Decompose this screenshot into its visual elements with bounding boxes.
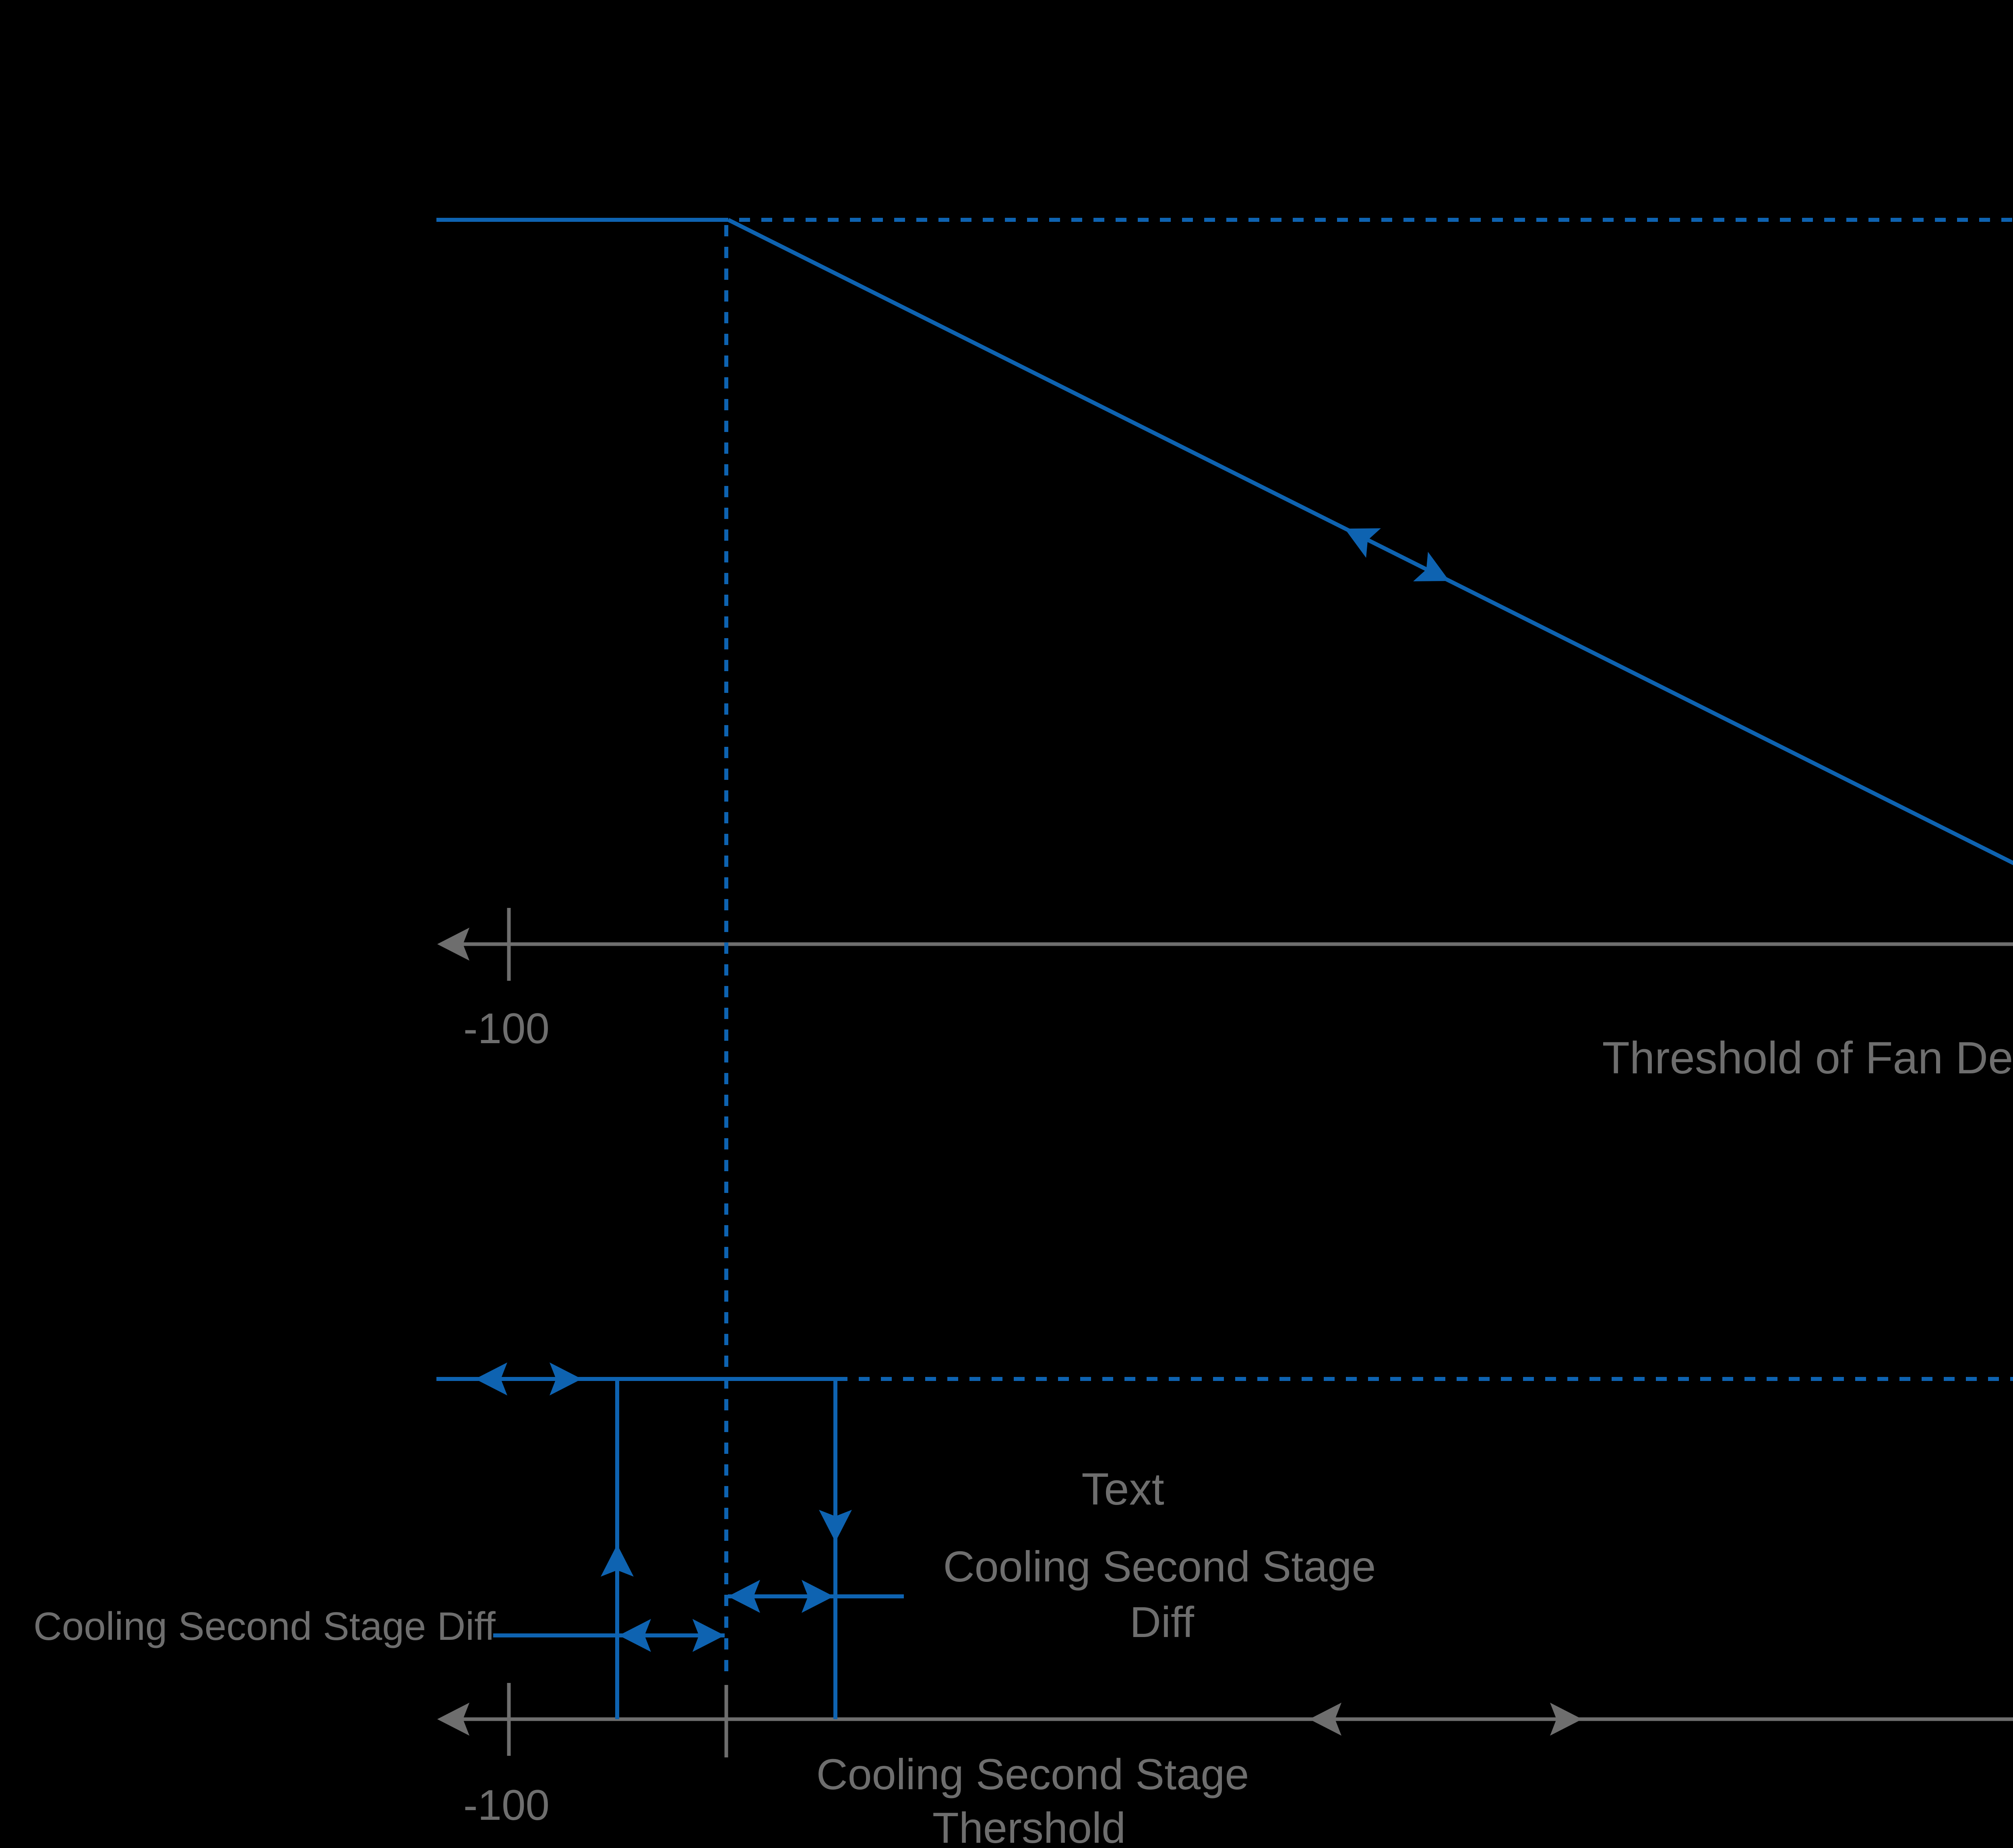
svg-text:Cooling Second Stage: Cooling Second Stage [816,1750,1249,1798]
svg-text:-100: -100 [463,1004,550,1052]
svg-text:Text: Text [1081,1464,1164,1514]
svg-text:Threshold of Fan Demand: Threshold of Fan Demand [1602,1033,2013,1083]
svg-text:Thershold: Thershold [932,1803,1126,1848]
svg-text:-100: -100 [463,1781,550,1829]
svg-text:Diff: Diff [1130,1598,1195,1646]
svg-text:Cooling Second Stage: Cooling Second Stage [943,1542,1376,1591]
svg-text:Cooling Second Stage Diff: Cooling Second Stage Diff [33,1604,496,1648]
